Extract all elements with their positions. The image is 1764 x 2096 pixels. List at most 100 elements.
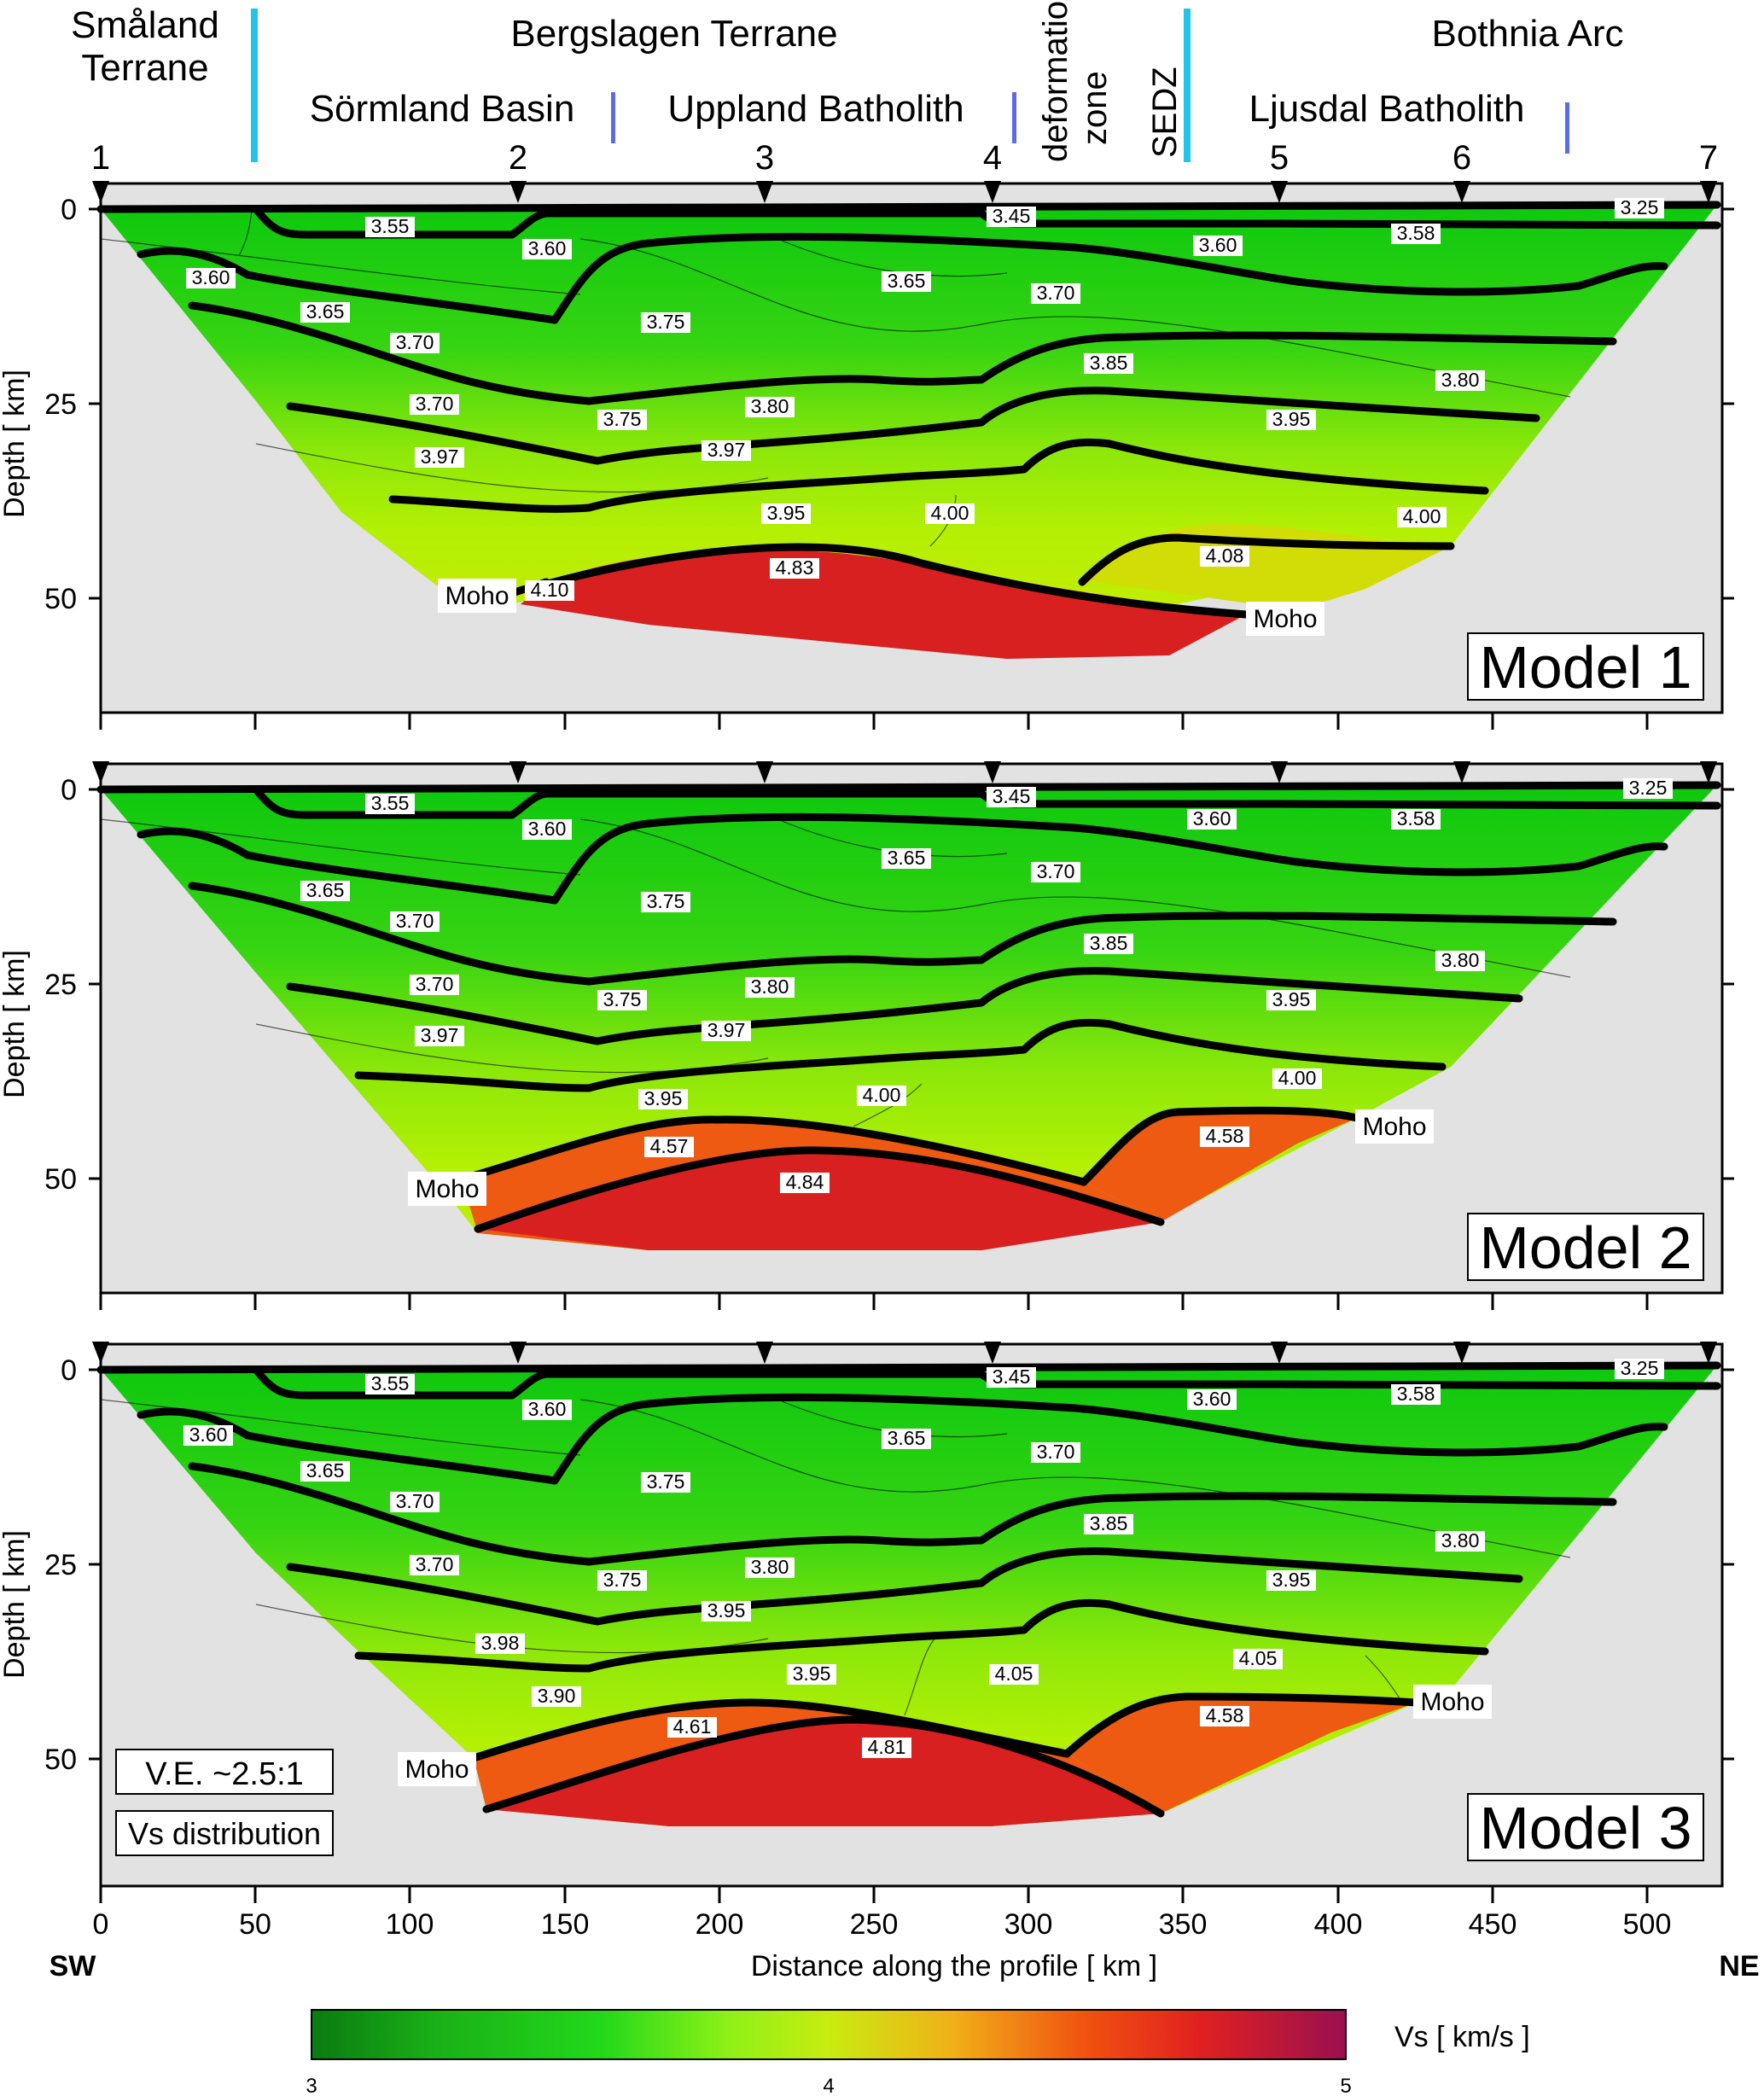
panel-frame — [99, 762, 1724, 1295]
vs-distribution-note: Vs distribution — [128, 1816, 321, 1851]
velocity-label: 3.85 — [1090, 932, 1128, 954]
moho-label: Moho — [445, 582, 509, 610]
vertical-exaggeration-box — [115, 1749, 334, 1795]
velocity-label: 3.55 — [371, 1372, 410, 1394]
velocity-label: 3.95 — [767, 502, 806, 524]
y-tick-label: 50 — [44, 583, 77, 615]
y-tick-label: 25 — [44, 969, 77, 1001]
header: Småland Terrane Bergslagen Terrane Bothn… — [71, 0, 1718, 177]
velocity-label: 3.80 — [1441, 949, 1480, 971]
subunit-label-sormland: Sörmland Basin — [310, 88, 575, 130]
colorbar-label: Vs [ km/s ] — [1394, 2021, 1530, 2053]
velocity-label: 4.57 — [650, 1135, 689, 1157]
terrane-boundary-bar — [251, 9, 258, 162]
velocity-label: 4.83 — [776, 556, 814, 579]
velocity-label: 3.70 — [416, 973, 454, 995]
panel-model-1: 3.55 3.45 3.25 3.60 3.60 3.58 3.60 3.65 … — [92, 181, 1724, 714]
velocity-label: 3.70 — [1037, 282, 1075, 304]
velocity-label: 3.70 — [416, 393, 454, 415]
velocity-label: 3.58 — [1397, 222, 1435, 244]
x-tick-label: 350 — [1159, 1908, 1208, 1941]
model-boundaries — [96, 781, 1721, 1233]
colorbar-gradient — [311, 2009, 1347, 2060]
velocity-label: 3.85 — [1090, 1512, 1128, 1534]
velocity-label: 3.70 — [396, 331, 434, 353]
x-tick-marks — [99, 713, 1649, 1903]
y-tick-label: 25 — [44, 388, 77, 421]
velocity-label: 3.45 — [993, 205, 1031, 227]
velocity-label: 3.70 — [396, 910, 434, 932]
subunit-label-deformation-2: zone — [1076, 71, 1114, 145]
moho-label: Moho — [1420, 1688, 1484, 1716]
colorbar-tick: 5 — [1340, 2075, 1351, 2096]
y-axes: 0 25 50 0 25 50 0 25 50 Depth [ km] Dept… — [0, 194, 1734, 1776]
station-markers — [92, 761, 1717, 783]
velocity-label: 3.65 — [306, 300, 345, 323]
x-axis: 0 50 100 150 200 250 300 350 400 450 500… — [49, 713, 1760, 1982]
x-tick-label: 50 — [239, 1908, 271, 1941]
velocity-label: 4.84 — [786, 1171, 824, 1193]
x-tick-label: 100 — [386, 1908, 434, 1941]
velocity-label: 3.80 — [1441, 369, 1480, 391]
velocity-label: 3.75 — [647, 1470, 685, 1493]
moho-tag — [1355, 1109, 1434, 1144]
x-tick-label: 0 — [93, 1908, 109, 1941]
velocity-label: 3.95 — [1272, 1569, 1311, 1591]
panel-frame — [99, 1342, 1724, 1888]
terrane-label-bothnia: Bothnia Arc — [1431, 13, 1623, 55]
velocity-label: 3.97 — [421, 445, 459, 468]
subunit-label-uppland: Uppland Batholith — [667, 88, 964, 130]
station-number: 7 — [1699, 139, 1718, 177]
velocity-label: 3.75 — [603, 1569, 642, 1591]
velocity-labels: 3.55 3.45 3.25 3.60 3.60 3.58 3.60 3.65 … — [183, 1357, 1664, 1758]
velocity-label: 3.80 — [751, 1556, 789, 1578]
station-number: 4 — [983, 139, 1002, 177]
velocity-label: 3.95 — [1272, 408, 1311, 430]
y-axis-title: Depth [ km] — [0, 370, 31, 518]
x-tick-label: 500 — [1623, 1908, 1672, 1941]
subunit-label-ljusdal: Ljusdal Batholith — [1249, 88, 1525, 130]
moho-tag — [438, 579, 516, 613]
panel-frame — [99, 182, 1724, 714]
velocity-label: 3.58 — [1397, 807, 1435, 830]
velocity-label: 3.97 — [421, 1024, 459, 1046]
colorbar-tick: 4 — [823, 2075, 834, 2096]
x-tick-label: 300 — [1004, 1908, 1053, 1941]
velocity-label: 3.65 — [306, 879, 345, 901]
vs-distribution-box — [115, 1810, 334, 1856]
velocity-label: 3.75 — [647, 311, 685, 333]
ne-end-label: NE — [1719, 1950, 1759, 1982]
velocity-label: 3.45 — [993, 1365, 1031, 1388]
terrane-label-smaland: Småland — [71, 4, 219, 46]
velocity-label: 3.80 — [751, 975, 789, 998]
velocity-label: 3.98 — [481, 1632, 520, 1654]
subunit-boundary-bar — [1565, 102, 1569, 154]
velocity-label: 4.10 — [531, 579, 569, 601]
velocity-label: 3.55 — [371, 792, 410, 814]
velocity-label: 3.25 — [1621, 196, 1659, 218]
model-title: Model 1 — [1479, 634, 1691, 701]
model-title: Model 3 — [1479, 1795, 1691, 1861]
moho-tag — [408, 1172, 486, 1206]
velocity-label: 3.60 — [189, 1424, 228, 1446]
velocity-label: 3.25 — [1629, 777, 1668, 799]
velocity-label: 3.95 — [644, 1087, 683, 1109]
moho-tag — [398, 1752, 476, 1786]
y-tick-label: 25 — [44, 1549, 77, 1581]
moho-label: Moho — [415, 1175, 479, 1203]
model-title-box — [1467, 1213, 1704, 1281]
terrane-label-smaland-2: Terrane — [81, 47, 208, 89]
moho-label: Moho — [1362, 1113, 1426, 1141]
moho-tag — [1246, 602, 1324, 636]
sw-end-label: SW — [49, 1950, 97, 1982]
velocity-label: 4.58 — [1206, 1125, 1244, 1147]
subunit-label-deformation: deformation — [1037, 0, 1074, 162]
x-tick-label: 400 — [1314, 1908, 1363, 1941]
velocity-label: 3.45 — [993, 785, 1031, 807]
colorbar: Vs [ km/s ] 3 4 5 — [306, 2009, 1530, 2096]
velocity-label: 3.95 — [793, 1662, 831, 1685]
velocity-label: 4.05 — [1239, 1647, 1278, 1669]
velocity-label: 3.95 — [1272, 988, 1311, 1010]
x-tick-label: 150 — [541, 1908, 590, 1941]
x-axis-title: Distance along the profile [ km ] — [751, 1950, 1157, 1982]
